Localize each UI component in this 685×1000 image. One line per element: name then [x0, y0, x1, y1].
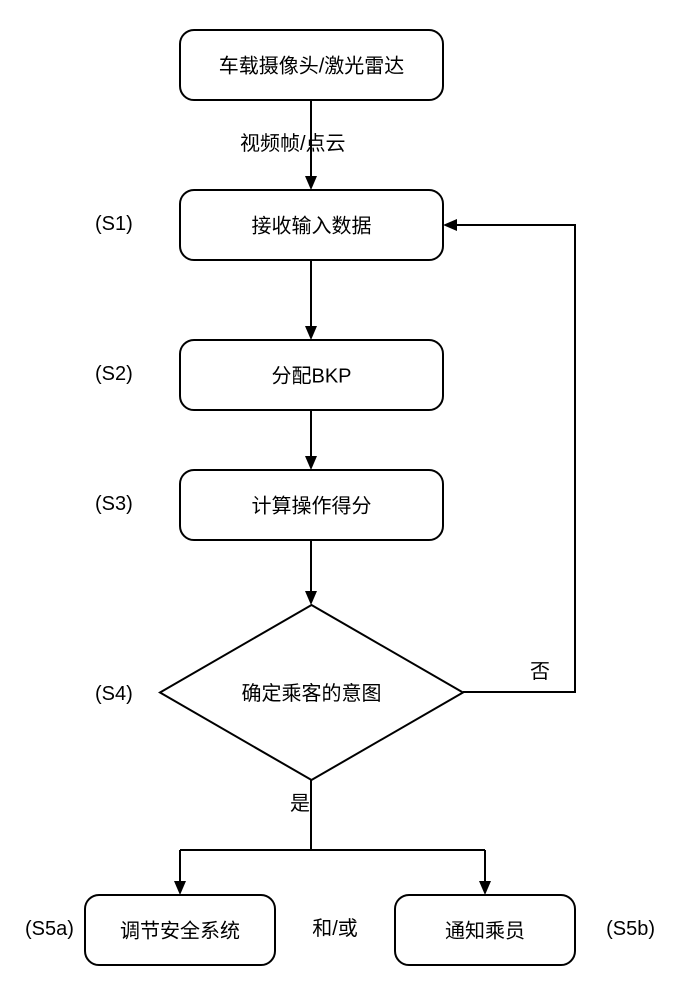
- edge-label-and_or: 和/或: [312, 917, 358, 940]
- edge-e2: [305, 410, 317, 470]
- step-label-s5b: (S5b): [606, 918, 655, 940]
- node-n0: 车载摄像头/激光雷达: [180, 30, 443, 100]
- node-n1-label: 接收输入数据: [252, 214, 372, 237]
- step-label-s5a: (S5a): [25, 918, 74, 940]
- node-n1: 接收输入数据: [180, 190, 443, 260]
- arrowhead: [305, 456, 317, 470]
- step-label-s4: (S4): [95, 683, 133, 705]
- step-label-s3: (S3): [95, 493, 133, 515]
- nodes-layer: 车载摄像头/激光雷达接收输入数据分配BKP 计算操作得分确定乘客的意图调节安全系统…: [85, 30, 575, 965]
- step-label-s2: (S2): [95, 363, 133, 385]
- step-label-s1: (S1): [95, 213, 133, 235]
- node-n0-label: 车载摄像头/激光雷达: [219, 54, 405, 77]
- node-n3-label: 计算操作得分: [252, 494, 372, 517]
- arrowhead: [479, 881, 491, 895]
- edge-e_no: [443, 219, 575, 692]
- edge-label-no_lbl: 否: [530, 661, 550, 683]
- edge-e3: [305, 540, 317, 605]
- arrowhead: [305, 176, 317, 190]
- arrowhead: [174, 881, 186, 895]
- node-n4-label: 确定乘客的意图: [242, 682, 382, 705]
- edge-e_to_5a: [174, 850, 186, 895]
- node-n4: 确定乘客的意图: [160, 605, 463, 780]
- edge-label-e0_lbl: 视频帧/点云: [240, 132, 346, 155]
- node-n2-label: 分配BKP: [271, 364, 351, 387]
- arrowhead: [443, 219, 457, 231]
- arrowhead: [305, 326, 317, 340]
- node-n5b-label: 通知乘员: [445, 919, 525, 942]
- edge-e1: [305, 260, 317, 340]
- node-n2: 分配BKP: [180, 340, 443, 410]
- node-n5a: 调节安全系统: [85, 895, 275, 965]
- flowchart-canvas: 车载摄像头/激光雷达接收输入数据分配BKP 计算操作得分确定乘客的意图调节安全系统…: [0, 0, 685, 1000]
- arrowhead: [305, 591, 317, 605]
- node-n5b: 通知乘员: [395, 895, 575, 965]
- edge-e_to_5b: [479, 850, 491, 895]
- edge-label-yes_lbl: 是: [290, 793, 310, 815]
- node-n3: 计算操作得分: [180, 470, 443, 540]
- node-n5a-label: 调节安全系统: [120, 919, 240, 942]
